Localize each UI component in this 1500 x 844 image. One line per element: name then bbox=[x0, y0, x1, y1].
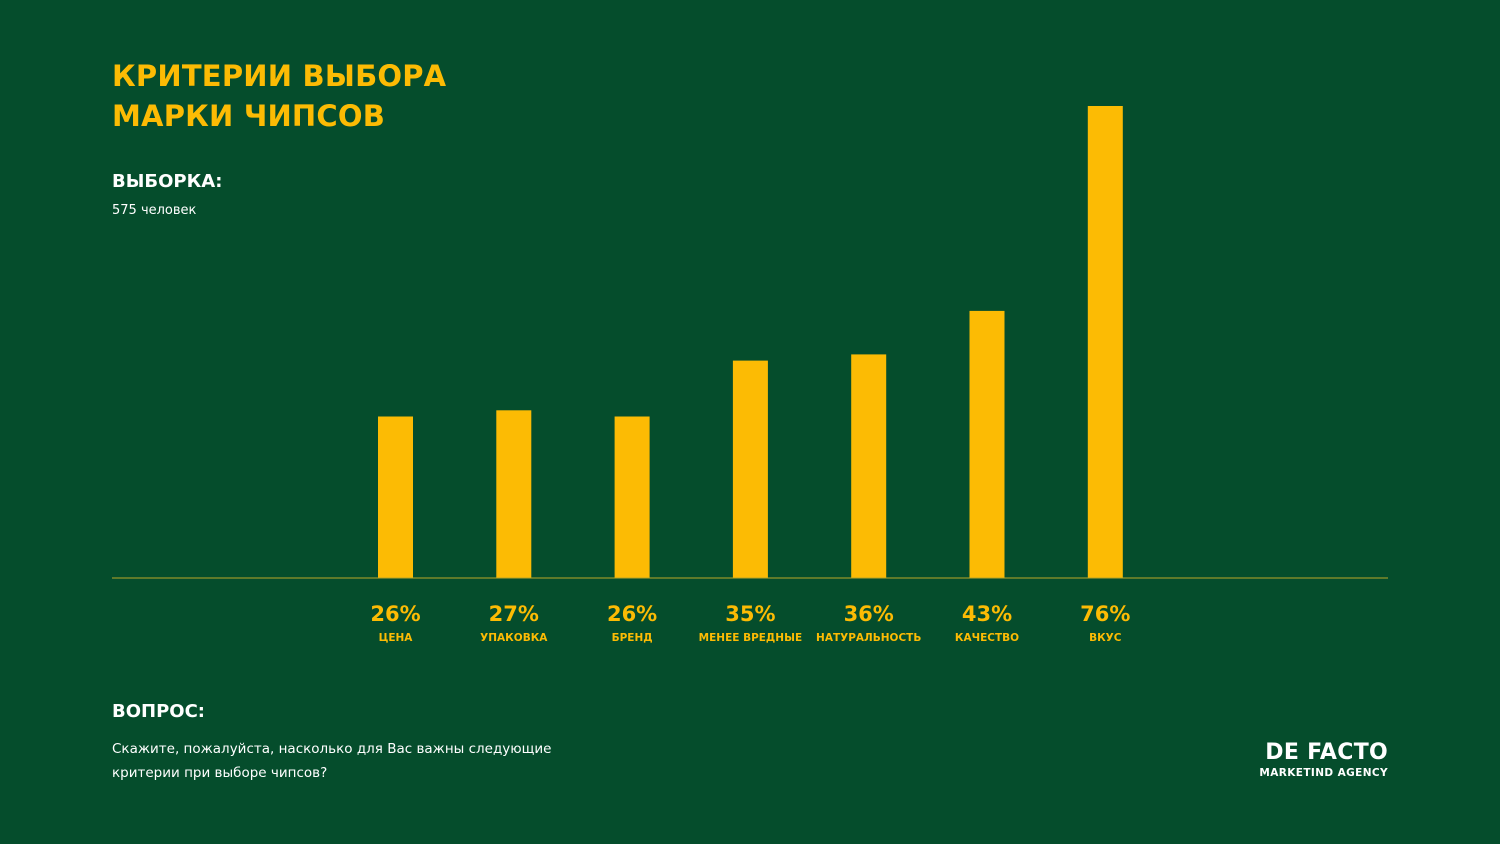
value-label-3: 26% bbox=[607, 602, 657, 626]
bar-5 bbox=[851, 354, 887, 578]
question-text: Скажите, пожалуйста, насколько для Вас в… bbox=[112, 737, 592, 785]
category-label-4: МЕНЕЕ ВРЕДНЫЕ bbox=[699, 632, 802, 644]
value-label-5: 36% bbox=[844, 602, 894, 626]
value-label-7: 76% bbox=[1080, 602, 1130, 626]
question-line-2: критерии при выборе чипсов? bbox=[112, 765, 328, 781]
value-labels-group: 26% 27% 26% 35% 36% 43% 76% bbox=[370, 602, 1130, 626]
value-label-2: 27% bbox=[489, 602, 539, 626]
category-label-7: ВКУС bbox=[1089, 632, 1122, 644]
agency-logo: DE FACTO MARKETIND AGENCY bbox=[1259, 740, 1388, 780]
logo-name: DE FACTO bbox=[1265, 740, 1388, 765]
category-label-3: БРЕНД bbox=[612, 632, 653, 644]
category-labels-group: ЦЕНА УПАКОВКА БРЕНД МЕНЕЕ ВРЕДНЫЕ НАТУРАЛЬНО… bbox=[379, 632, 1122, 644]
bar-2 bbox=[496, 410, 532, 578]
page-title: КРИТЕРИИ ВЫБОРА МАРКИ ЧИПСОВ bbox=[112, 56, 446, 136]
value-label-4: 35% bbox=[725, 602, 775, 626]
question-label: ВОПРОС: bbox=[112, 701, 205, 722]
value-label-6: 43% bbox=[962, 602, 1012, 626]
value-label-1: 26% bbox=[370, 602, 420, 626]
bar-4 bbox=[732, 360, 768, 578]
bar-7 bbox=[1087, 106, 1123, 578]
title-line-1: КРИТЕРИИ ВЫБОРА bbox=[112, 59, 447, 93]
category-label-6: КАЧЕСТВО bbox=[955, 632, 1019, 644]
sample-label: ВЫБОРКА: bbox=[112, 171, 223, 192]
bar-6 bbox=[969, 310, 1005, 578]
sample-value: 575 человек bbox=[112, 203, 197, 218]
bars-group bbox=[378, 106, 1123, 578]
category-label-1: ЦЕНА bbox=[379, 632, 414, 644]
title-line-2: МАРКИ ЧИПСОВ bbox=[112, 99, 386, 133]
logo-subtitle: MARKETIND AGENCY bbox=[1259, 767, 1388, 779]
question-line-1: Скажите, пожалуйста, насколько для Вас в… bbox=[112, 741, 552, 757]
bar-3 bbox=[614, 416, 650, 578]
category-label-5: НАТУРАЛЬНОСТЬ bbox=[816, 632, 921, 644]
bar-1 bbox=[378, 416, 413, 578]
category-label-2: УПАКОВКА bbox=[480, 632, 548, 644]
